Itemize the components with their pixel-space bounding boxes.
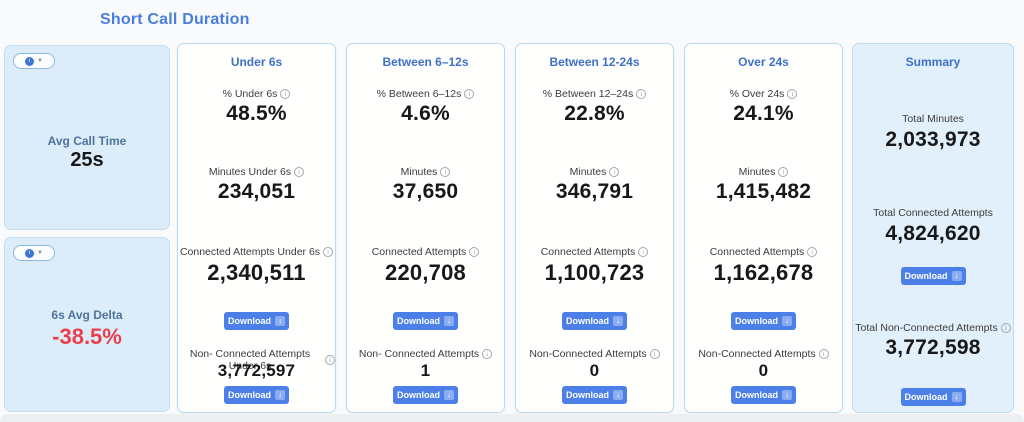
info-icon[interactable]: i <box>787 89 798 99</box>
download-icon: ↓ <box>613 390 623 400</box>
pct-value: 24.1% <box>733 102 794 125</box>
non-connected-attempts-value: 3,772,597 <box>217 361 296 380</box>
avg-delta-card: i ▼ 6s Avg Delta -38.5% <box>4 237 170 412</box>
chevron-down-icon: ▼ <box>37 250 43 256</box>
total-connected-attempts-label: Total Connected Attempts <box>873 207 993 219</box>
metric-card-between-12-24s: Between 12-24s % Between 12–24s i 22.8% … <box>515 43 674 413</box>
download-icon: ↓ <box>444 316 454 326</box>
connected-attempts-label: Connected Attempts i <box>685 246 842 258</box>
download-connected-button[interactable]: Download ↓ <box>393 312 458 330</box>
non-connected-attempts-label: Non-Connected Attempts i <box>516 348 673 360</box>
pct-label: % Under 6s i <box>178 88 335 100</box>
connected-attempts-value: 220,708 <box>385 260 466 285</box>
view-options-pill[interactable]: i ▼ <box>13 53 55 69</box>
non-connected-attempts-label: Non- Connected Attempts i <box>347 348 504 360</box>
info-icon[interactable]: i <box>325 355 335 365</box>
download-non-connected-button[interactable]: Download ↓ <box>731 386 796 404</box>
avg-delta-label: 6s Avg Delta <box>51 308 123 322</box>
info-icon[interactable]: i <box>638 247 649 257</box>
download-total-non-connected-button[interactable]: Download ↓ <box>900 388 966 406</box>
minutes-label: Minutes Under 6s i <box>178 166 335 178</box>
view-options-pill[interactable]: i ▼ <box>13 245 55 261</box>
connected-attempts-label: Connected Attempts i <box>516 246 673 258</box>
minutes-value: 1,415,482 <box>715 180 812 203</box>
download-icon: ↓ <box>951 271 962 281</box>
connected-attempts-value: 1,162,678 <box>713 260 814 285</box>
download-icon: ↓ <box>951 392 962 402</box>
info-icon[interactable]: i <box>649 349 660 359</box>
download-non-connected-button[interactable]: Download ↓ <box>562 386 627 404</box>
info-icon[interactable]: i <box>323 247 334 257</box>
download-icon: ↓ <box>275 316 285 326</box>
non-connected-attempts-value: 0 <box>589 361 600 380</box>
download-icon: ↓ <box>613 316 623 326</box>
info-icon[interactable]: i <box>440 167 451 177</box>
info-icon[interactable]: i <box>294 167 305 177</box>
avg-delta-value: -38.5% <box>52 324 122 349</box>
metric-card-under-6s: Under 6s % Under 6s i 48.5% Minutes Unde… <box>177 43 336 413</box>
minutes-value: 37,650 <box>392 180 459 203</box>
info-icon[interactable]: i <box>778 167 789 177</box>
minutes-value: 234,051 <box>217 180 296 203</box>
download-connected-button[interactable]: Download ↓ <box>562 312 627 330</box>
connected-attempts-label: Connected Attempts Under 6s i <box>178 246 335 258</box>
card-header: Under 6s <box>230 55 283 69</box>
next-section-edge <box>0 414 1024 422</box>
info-icon[interactable]: i <box>469 247 480 257</box>
info-icon[interactable]: i <box>609 167 620 177</box>
minutes-value: 346,791 <box>555 180 634 203</box>
chevron-down-icon: ▼ <box>37 58 43 64</box>
info-icon[interactable]: i <box>1000 323 1011 333</box>
connected-attempts-value: 2,340,511 <box>207 260 306 285</box>
minutes-label: Minutes i <box>516 166 673 178</box>
info-icon[interactable]: i <box>464 89 475 99</box>
download-icon: ↓ <box>275 390 285 400</box>
info-icon[interactable]: i <box>482 349 493 359</box>
download-connected-button[interactable]: Download ↓ <box>731 312 796 330</box>
non-connected-attempts-value: 1 <box>420 361 431 380</box>
card-header: Between 12-24s <box>549 55 640 69</box>
download-icon: ↓ <box>782 390 792 400</box>
info-circle-icon: i <box>25 248 35 258</box>
info-icon[interactable]: i <box>636 89 647 99</box>
page-title: Short Call Duration <box>100 11 250 28</box>
total-minutes-value: 2,033,973 <box>885 128 981 151</box>
avg-call-time-value: 25s <box>70 149 104 171</box>
connected-attempts-value: 1,100,723 <box>544 260 645 285</box>
total-minutes-label: Total Minutes <box>902 113 964 125</box>
download-non-connected-button[interactable]: Download ↓ <box>224 386 289 404</box>
pct-value: 4.6% <box>401 102 450 125</box>
pct-value: 48.5% <box>226 102 287 125</box>
info-icon[interactable]: i <box>818 349 829 359</box>
pct-label: % Between 12–24s i <box>516 88 673 100</box>
summary-card: Summary Total Minutes 2,033,973 Total Co… <box>852 43 1014 413</box>
pct-label: % Between 6–12s i <box>347 88 504 100</box>
total-non-connected-attempts-label: Total Non-Connected Attempts i <box>853 322 1013 334</box>
non-connected-attempts-label: Non- Connected Attempts Under 6s i <box>178 348 335 372</box>
info-icon[interactable]: i <box>280 89 291 99</box>
card-header: Summary <box>905 55 961 69</box>
download-icon: ↓ <box>782 316 792 326</box>
download-connected-button[interactable]: Download ↓ <box>224 312 289 330</box>
minutes-label: Minutes i <box>685 166 842 178</box>
avg-call-time-card: i ▼ Avg Call Time 25s <box>4 45 170 230</box>
pct-value: 22.8% <box>564 102 625 125</box>
avg-call-time-label: Avg Call Time <box>47 134 127 148</box>
card-header: Over 24s <box>738 55 789 69</box>
total-connected-attempts-value: 4,824,620 <box>885 222 981 245</box>
metric-card-over-24s: Over 24s % Over 24s i 24.1% Minutes i 1,… <box>684 43 843 413</box>
minutes-label: Minutes i <box>347 166 504 178</box>
non-connected-attempts-label: Non-Connected Attempts i <box>685 348 842 360</box>
download-icon: ↓ <box>444 390 454 400</box>
download-non-connected-button[interactable]: Download ↓ <box>393 386 458 404</box>
pct-label: % Over 24s i <box>685 88 842 100</box>
non-connected-attempts-value: 0 <box>758 361 769 380</box>
info-circle-icon: i <box>25 56 35 66</box>
download-total-connected-button[interactable]: Download ↓ <box>900 267 966 285</box>
metric-card-between-6-12s: Between 6–12s % Between 6–12s i 4.6% Min… <box>346 43 505 413</box>
connected-attempts-label: Connected Attempts i <box>347 246 504 258</box>
card-header: Between 6–12s <box>382 55 469 69</box>
total-non-connected-attempts-value: 3,772,598 <box>885 336 981 359</box>
info-icon[interactable]: i <box>807 247 818 257</box>
